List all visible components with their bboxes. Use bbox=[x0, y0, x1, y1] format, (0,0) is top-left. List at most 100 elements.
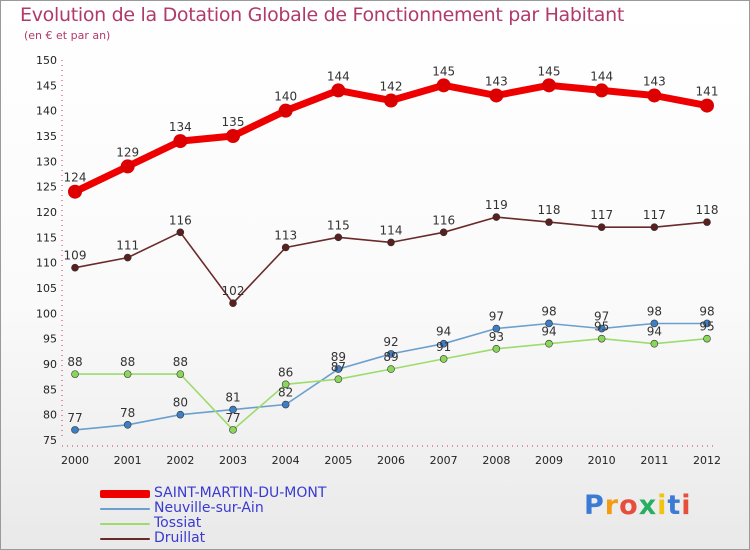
data-label: 113 bbox=[274, 228, 297, 242]
data-point bbox=[281, 400, 290, 409]
data-label: 98 bbox=[699, 304, 714, 318]
data-label: 140 bbox=[274, 90, 297, 104]
y-tick-label: 75 bbox=[43, 434, 57, 447]
data-point bbox=[545, 218, 553, 226]
y-tick-label: 80 bbox=[43, 409, 57, 422]
data-point bbox=[387, 350, 395, 358]
data-label: 94 bbox=[436, 325, 451, 339]
data-point bbox=[176, 228, 185, 237]
data-label: 88 bbox=[67, 355, 82, 369]
data-point bbox=[650, 339, 659, 348]
y-tick-label: 145 bbox=[36, 79, 57, 92]
data-point bbox=[334, 375, 343, 384]
data-point bbox=[331, 83, 346, 98]
legend-swatch bbox=[100, 522, 150, 525]
chart-title: Evolution de la Dotation Globale de Fonc… bbox=[20, 4, 625, 26]
data-point bbox=[123, 370, 132, 378]
data-point bbox=[545, 319, 553, 328]
data-label: 116 bbox=[169, 213, 192, 227]
data-label: 89 bbox=[331, 350, 346, 364]
proxiti-logo: Proxiti bbox=[584, 490, 692, 521]
x-tick-label: 2008 bbox=[482, 454, 510, 467]
data-point bbox=[229, 299, 237, 308]
data-label: 117 bbox=[590, 208, 613, 222]
y-tick-label: 110 bbox=[36, 257, 57, 270]
logo-letter: i bbox=[657, 490, 668, 521]
y-tick-label: 115 bbox=[36, 231, 57, 244]
data-point bbox=[439, 339, 448, 348]
y-tick-label: 100 bbox=[36, 307, 57, 320]
data-point bbox=[229, 426, 237, 434]
y-tick-label: 135 bbox=[36, 130, 57, 143]
data-point bbox=[278, 103, 293, 118]
x-tick-label: 2007 bbox=[430, 454, 458, 467]
series-points bbox=[68, 78, 714, 434]
data-label: 88 bbox=[120, 355, 135, 369]
x-tick-label: 2009 bbox=[535, 454, 563, 467]
data-point bbox=[545, 339, 553, 348]
legend-label: Druillat bbox=[154, 530, 206, 546]
data-point bbox=[120, 159, 135, 174]
data-point bbox=[647, 88, 662, 103]
y-tick-label: 105 bbox=[36, 282, 57, 295]
data-label: 97 bbox=[594, 310, 609, 324]
legend-swatch bbox=[100, 537, 150, 540]
x-tick-label: 2012 bbox=[693, 454, 721, 467]
y-tick-label: 90 bbox=[43, 358, 57, 371]
data-label: 111 bbox=[116, 239, 139, 253]
data-point bbox=[176, 370, 185, 378]
data-point bbox=[492, 344, 501, 353]
logo-letter: x bbox=[638, 490, 658, 521]
data-label: 88 bbox=[173, 355, 188, 369]
data-label: 91 bbox=[436, 340, 451, 354]
data-label: 143 bbox=[643, 74, 666, 88]
logo-letter: i bbox=[681, 490, 692, 521]
y-tick-label: 120 bbox=[36, 206, 57, 219]
legend-label: SAINT-MARTIN-DU-MONT bbox=[154, 485, 327, 501]
x-tick-label: 2003 bbox=[219, 454, 247, 467]
x-tick-label: 2002 bbox=[166, 454, 194, 467]
logo-letter: r bbox=[604, 490, 620, 521]
data-point bbox=[281, 243, 290, 252]
data-point bbox=[597, 334, 606, 343]
x-tick-label: 2000 bbox=[61, 454, 89, 467]
data-point bbox=[71, 426, 79, 434]
data-label: 114 bbox=[380, 223, 403, 237]
legend-swatch bbox=[100, 507, 150, 510]
data-label: 87 bbox=[331, 360, 346, 374]
data-label: 118 bbox=[538, 203, 561, 217]
data-label: 86 bbox=[278, 365, 293, 379]
data-point bbox=[387, 238, 395, 247]
chart-subtitle: (en € et par an) bbox=[24, 29, 111, 42]
data-point bbox=[68, 184, 82, 199]
data-point bbox=[542, 78, 556, 93]
data-label: 95 bbox=[699, 320, 714, 334]
data-label: 77 bbox=[67, 411, 82, 425]
axes: 75 80 85 90 95 100 105 110 115 120 125 130 135 140 145… bbox=[36, 54, 721, 467]
data-point bbox=[123, 253, 132, 262]
data-point bbox=[387, 365, 395, 373]
data-point bbox=[439, 228, 448, 237]
data-point bbox=[123, 420, 132, 429]
data-point bbox=[597, 223, 606, 231]
logo-letter: P bbox=[584, 490, 605, 521]
data-label: 98 bbox=[647, 304, 662, 318]
data-point bbox=[436, 78, 451, 93]
data-point bbox=[597, 324, 606, 333]
data-label: 94 bbox=[541, 325, 556, 339]
data-label: 143 bbox=[485, 74, 508, 88]
data-label: 119 bbox=[485, 198, 508, 212]
data-point bbox=[334, 233, 343, 242]
x-tick-label: 2010 bbox=[588, 454, 616, 467]
x-tick-label: 2004 bbox=[272, 454, 300, 467]
data-point bbox=[650, 223, 659, 231]
data-label: 97 bbox=[489, 310, 504, 324]
y-tick-label: 85 bbox=[43, 383, 57, 396]
x-tick-label: 2011 bbox=[640, 454, 668, 467]
data-point bbox=[594, 83, 609, 98]
x-tick-label: 2005 bbox=[324, 454, 352, 467]
y-tick-label: 130 bbox=[36, 155, 57, 168]
data-label: 144 bbox=[327, 69, 350, 83]
data-point bbox=[384, 93, 398, 108]
data-point bbox=[703, 319, 711, 328]
